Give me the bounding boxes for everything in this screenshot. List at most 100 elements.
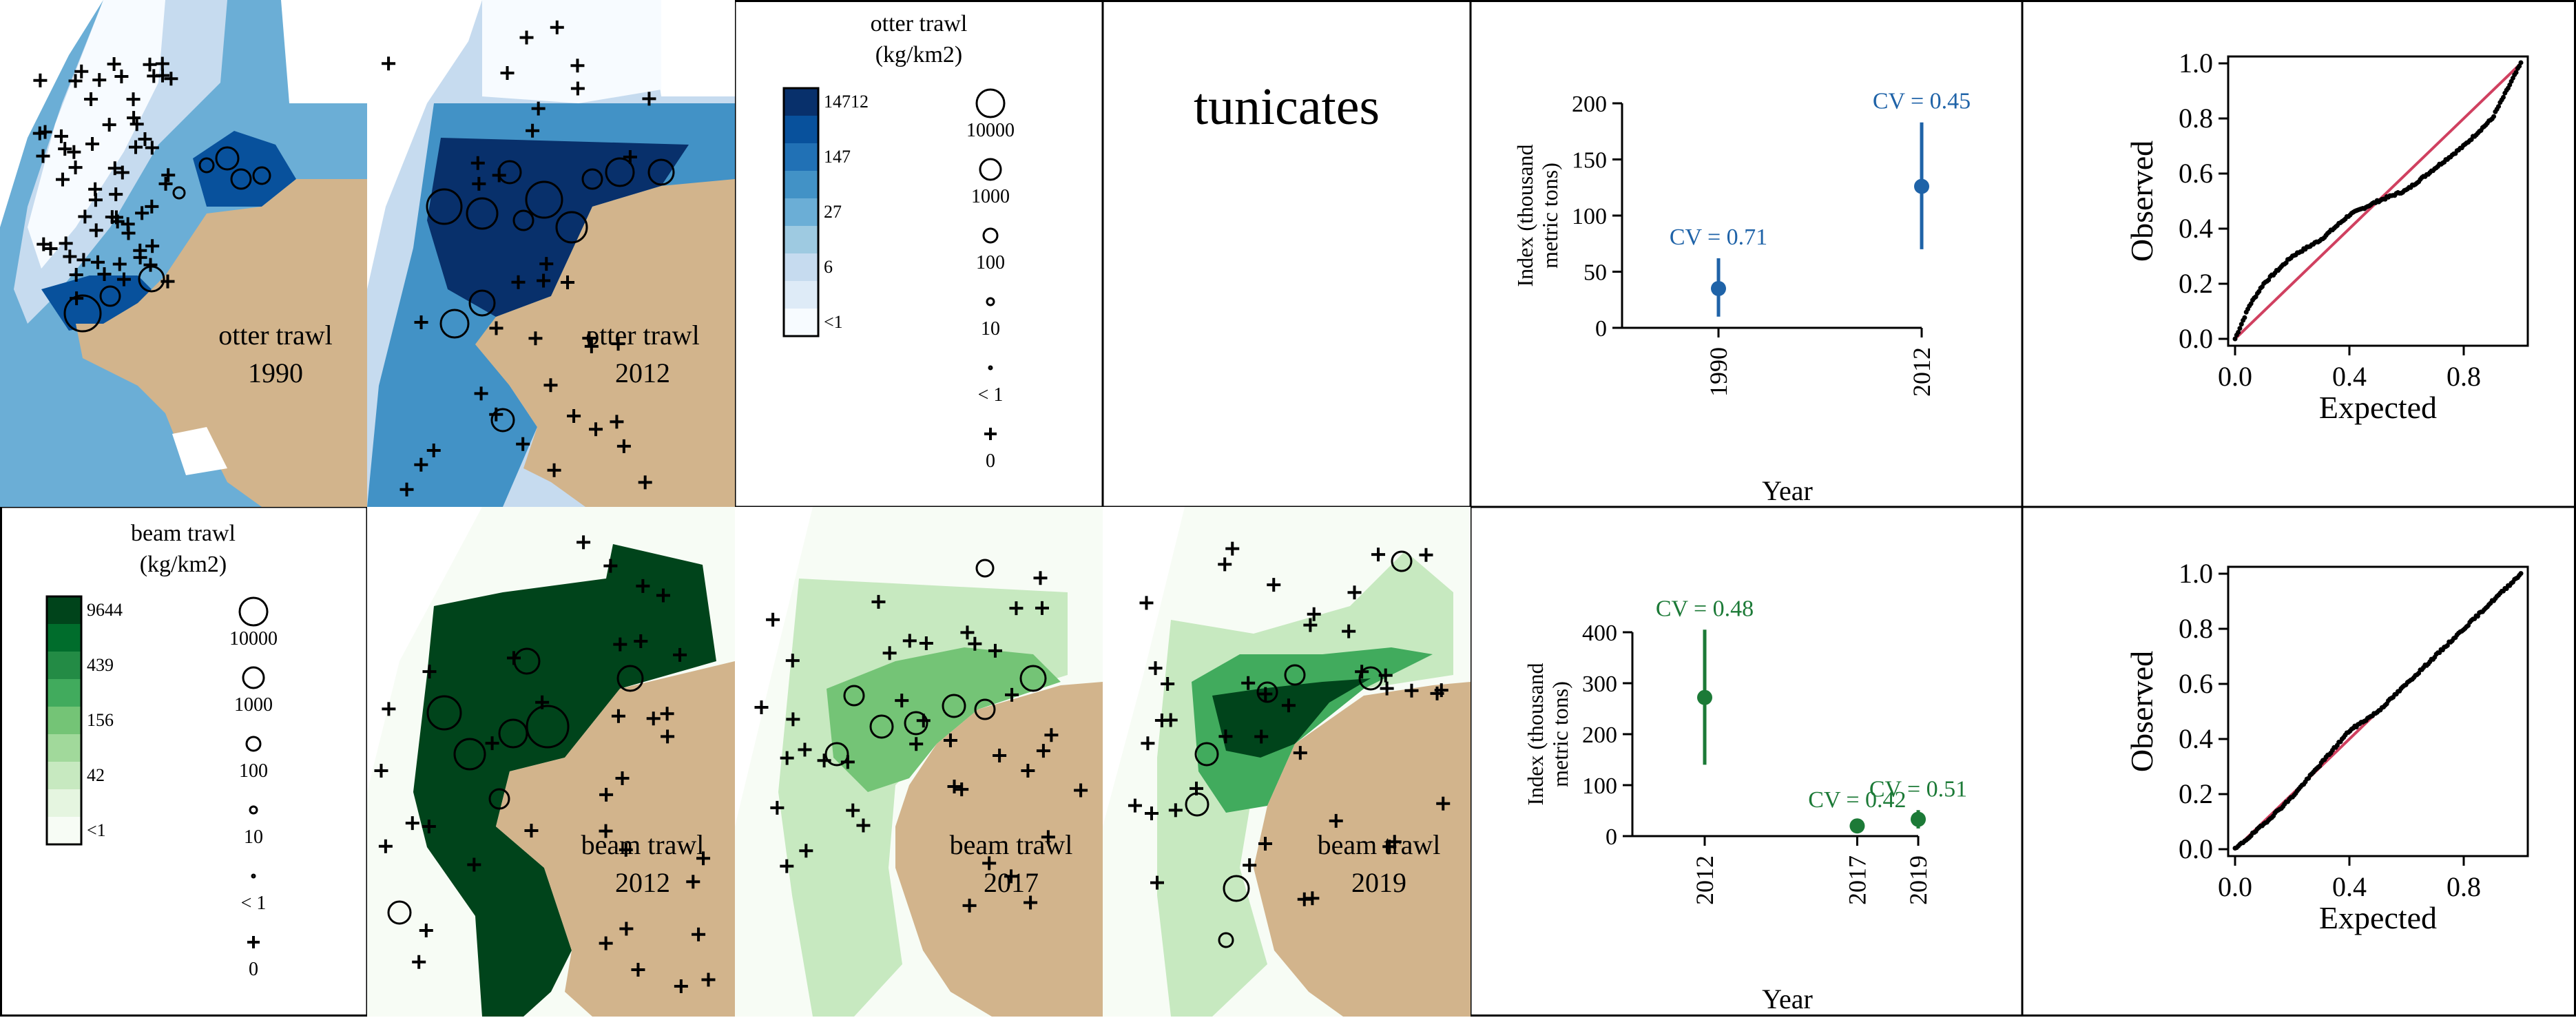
zero-catch-symbol: [414, 315, 428, 330]
zero-catch-symbol: [63, 249, 77, 264]
x-tick-label: 2019: [1904, 855, 1932, 905]
x-tick-label: 0.8: [2447, 361, 2481, 392]
zero-catch-symbol: [696, 851, 711, 866]
color-bar-frame: [45, 595, 83, 846]
zero-catch-symbol: [422, 819, 436, 833]
zero-catch-symbol: [91, 255, 105, 269]
catch-symbol: [230, 168, 252, 190]
catch-symbol: [1391, 550, 1413, 572]
legend-units: (kg/km2): [140, 552, 227, 577]
zero-catch-symbol: [74, 64, 89, 79]
catch-symbol: [605, 157, 635, 187]
zero-catch-symbol: [1258, 687, 1273, 701]
legend-title: otter trawl: [871, 11, 968, 37]
zero-catch-symbol: [112, 257, 127, 271]
zero-catch-symbol: [519, 30, 534, 45]
y-tick-label: 0.4: [2179, 213, 2213, 244]
zero-catch-symbol: [947, 780, 962, 794]
y-tick-label: 150: [1572, 148, 1607, 174]
zero-catch-symbol: [145, 199, 159, 214]
catch-symbol: [942, 694, 966, 718]
map-beam-2017: beam trawl 2017: [735, 507, 1103, 1017]
zero-catch-symbol: [780, 751, 794, 765]
cv-label: CV = 0.51: [1869, 776, 1967, 802]
zero-catch-symbol: [584, 339, 599, 353]
zero-catch-symbol: [531, 101, 546, 116]
plot-frame: [2227, 565, 2529, 857]
color-bin: [784, 198, 818, 226]
color-bin: [47, 789, 81, 817]
zero-catch-symbol: [1305, 891, 1320, 906]
size-label: 10000: [229, 628, 278, 649]
zero-catch-symbol: [1436, 796, 1451, 811]
color-bar-frame: [782, 87, 820, 337]
zero-catch-symbol: [1254, 729, 1269, 744]
x-tick-label: 2012: [1691, 855, 1718, 905]
zero-catch-symbol: [1021, 763, 1035, 778]
legend-units: (kg/km2): [875, 42, 963, 67]
zero-catch-symbol: [895, 694, 909, 708]
qq-point: [2500, 94, 2506, 100]
size-symbol: [249, 805, 258, 815]
zero-catch-symbol: [615, 771, 630, 786]
zero-catch-symbol: [611, 337, 625, 351]
map-otter-1990: otter trawl 1990: [0, 0, 367, 507]
zero-catch-symbol: [54, 129, 68, 143]
zero-catch-symbol: [526, 123, 540, 138]
zero-catch-symbol: [1419, 548, 1433, 562]
density-band-mid: [1192, 647, 1433, 813]
land: [895, 682, 1103, 1017]
zero-catch-symbol: [38, 125, 52, 139]
y-tick-label: 0.0: [2179, 833, 2213, 864]
otter-index-chart: 0 50 100 150 200 1990 CV = 0.71 2012 CV = 0.45 Ye…: [1513, 89, 1971, 506]
zero-catch-symbol: [599, 824, 613, 838]
figure-title: tunicates: [1194, 78, 1380, 136]
zero-catch-symbol: [616, 439, 631, 453]
zero-catch-symbol: [871, 594, 886, 609]
zero-catch-symbol: [412, 955, 426, 969]
zero-catch-symbol: [570, 59, 585, 73]
zero-catch-symbol: [155, 56, 169, 71]
y-axis-label: Observed: [2124, 140, 2159, 262]
zero-catch-symbol: [1218, 557, 1232, 572]
y-tick-label: 0.0: [2179, 323, 2213, 354]
catch-symbol: [1358, 666, 1383, 691]
zero-catch-symbol: [1303, 618, 1318, 632]
zero-catch-symbol: [524, 824, 539, 838]
color-bin: [47, 734, 81, 762]
map-beam-2019: beam trawl 2019: [1103, 507, 1471, 1017]
size-symbol: [988, 365, 993, 371]
qq-point: [2475, 614, 2480, 619]
map-year-label: 2012: [615, 357, 670, 388]
map-year-label: 1990: [248, 357, 303, 388]
y-axis-label: metric tons): [1548, 681, 1572, 787]
catch-symbol: [453, 738, 486, 771]
x-axis-label: Year: [1762, 983, 1813, 1014]
size-label: 1000: [234, 694, 273, 716]
zero-catch-symbol: [109, 187, 123, 202]
color-bin: [784, 226, 818, 253]
qq-point: [2232, 336, 2238, 342]
zero-catch-symbol: [1036, 744, 1050, 758]
zero-catch-symbol: [1281, 698, 1296, 713]
cv-label: CV = 0.45: [1873, 89, 1971, 114]
density-core: [193, 131, 296, 207]
zero-catch-symbol: [902, 634, 917, 648]
zero-catch-symbol: [673, 647, 687, 662]
zero-catch-symbol: [638, 475, 652, 490]
catch-symbol: [466, 197, 499, 230]
zero-catch-symbol: [158, 176, 173, 191]
size-symbol: [251, 873, 256, 879]
catch-symbol: [526, 705, 570, 749]
zero-catch-symbol: [1347, 585, 1362, 600]
map-labels: beam trawl 2012: [581, 829, 705, 898]
zero-catch-symbol: [1371, 548, 1386, 562]
catch-symbol: [426, 188, 463, 225]
land: [76, 179, 367, 507]
zero-catch-symbol: [988, 643, 1002, 658]
qq-point: [2242, 315, 2247, 320]
land: [475, 179, 735, 507]
catch-symbol: [647, 158, 675, 186]
